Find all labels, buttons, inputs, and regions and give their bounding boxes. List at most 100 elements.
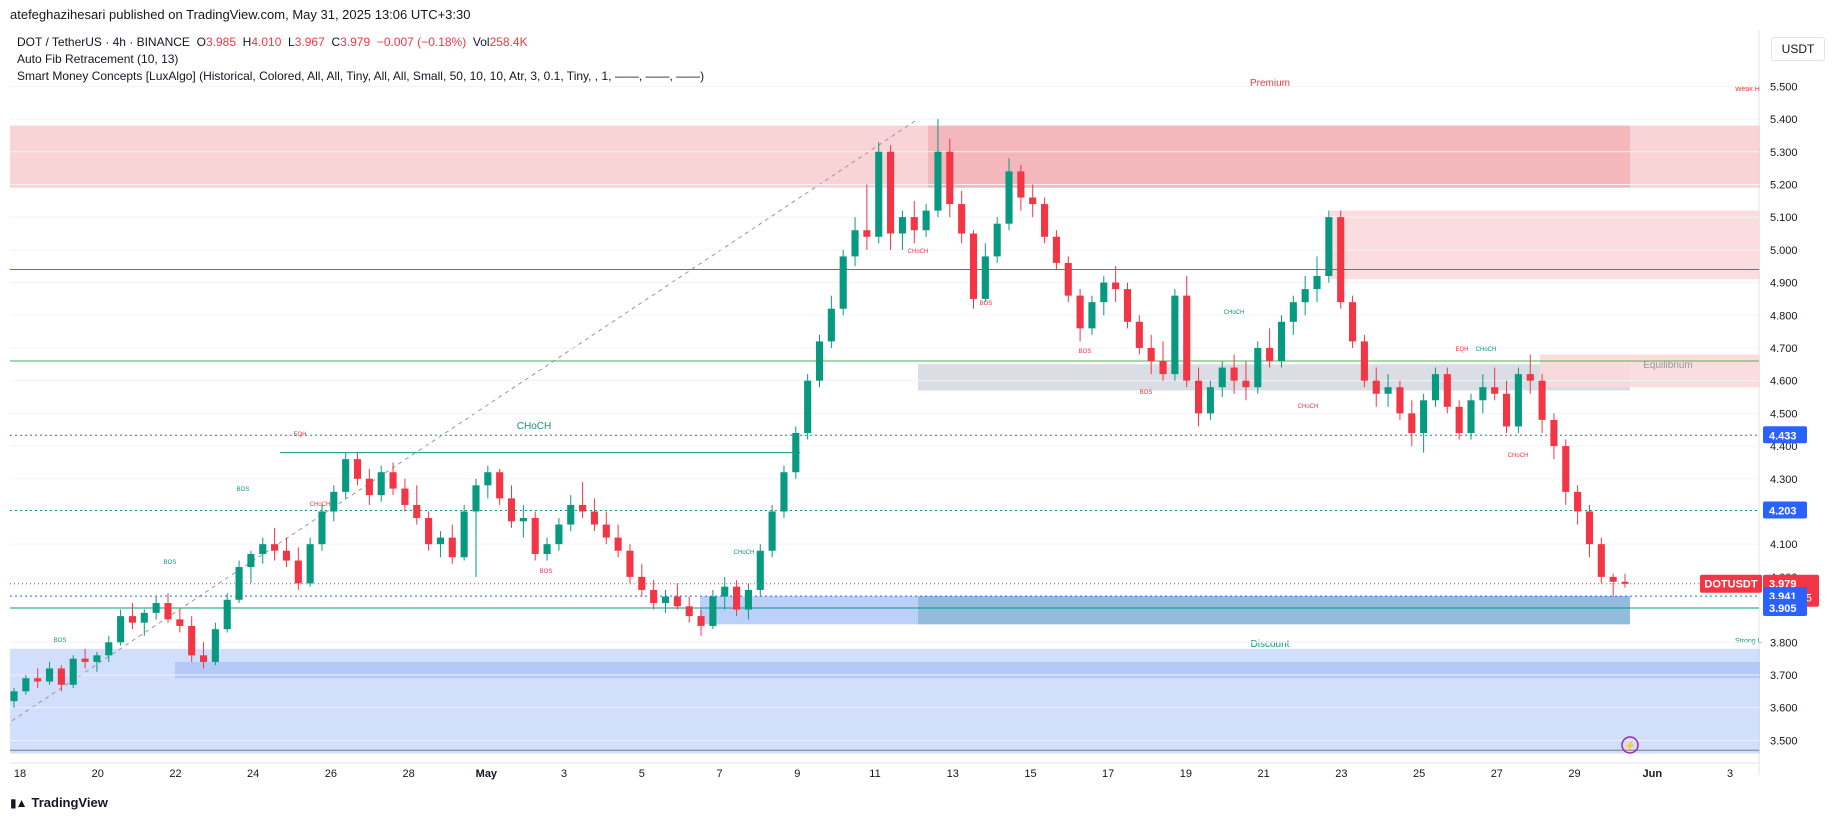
candle [223,593,231,633]
candle [1538,374,1546,433]
candle-body [353,459,362,479]
candle [1384,374,1392,407]
candle-body [271,544,279,551]
candle-body [969,233,978,299]
candle [22,674,30,695]
candle [105,635,113,662]
candle [176,609,184,633]
candle [330,485,338,522]
candle-body [1147,347,1155,362]
volume-label: Vol [472,35,490,49]
candle-body [211,629,219,662]
price-level-label: 3.905 [1769,603,1797,615]
y-tick-label: 5.000 [1770,245,1798,257]
y-tick-label: 3.500 [1770,735,1798,747]
candle-body [1562,446,1570,492]
candle [981,243,989,303]
candle-body [1041,204,1049,237]
candle-body [496,472,504,499]
candle [57,665,65,692]
candle [401,478,409,512]
ohlc-high-label: H [242,35,252,49]
candle [1313,256,1321,303]
structure-label: CHoCH [908,249,929,255]
candle [898,210,906,250]
candle-body [117,616,125,643]
candle-body [733,586,741,610]
x-tick-label: 23 [1335,768,1347,780]
symbol-price-tag-label: DOTUSDT [1704,579,1757,591]
candle-body [81,658,89,662]
candle [650,580,658,610]
candle [567,495,575,532]
candle [1017,164,1025,211]
tradingview-logo-icon: ▮▲ [10,795,28,810]
candle [685,596,693,623]
candle-body [1491,387,1499,394]
candle-body [1076,295,1084,329]
tradingview-brand: TradingView [31,795,108,810]
candle-body [898,217,906,234]
candle [815,334,824,388]
currency-selector[interactable]: USDT [1771,37,1825,61]
candle-body [425,518,433,545]
candle [519,504,527,538]
candle-body [768,511,776,551]
candle-body [1064,262,1072,296]
candle-body [626,550,634,577]
candle [413,485,421,525]
candle-body [934,151,942,211]
x-tick-label: 7 [716,768,722,780]
candle [1041,197,1049,244]
candle-body [448,537,456,558]
x-tick-label: 18 [14,768,26,780]
candle [721,576,729,610]
y-tick-label: 4.300 [1770,474,1798,486]
candle [128,603,137,630]
candle [614,524,622,558]
candle-body [93,655,101,662]
weak-high-label: Weak H [1735,86,1760,93]
candle [1325,210,1333,283]
x-tick-label: 24 [247,768,259,780]
y-tick-label: 4.500 [1770,408,1798,420]
candle-body [10,691,18,702]
candle-body [1017,171,1025,198]
y-tick-label: 3.700 [1770,670,1798,682]
candle [34,668,42,689]
candle-body [1088,302,1096,329]
candle-body [484,472,492,486]
candle-body [1218,367,1226,388]
candle [1396,380,1404,420]
candle-body [804,380,812,433]
y-tick-label: 5.300 [1770,147,1798,159]
candle-body [1112,282,1120,290]
candle [1218,361,1226,398]
y-tick-label: 4.600 [1770,376,1798,388]
tradingview-logo[interactable]: ▮▲ TradingView [10,795,108,810]
candle [140,609,148,636]
candle-body [863,230,871,237]
candle [922,204,930,237]
ohlc-low-label: L [288,35,295,49]
candle-body [1538,380,1546,420]
candle-body [1301,289,1309,303]
candle-body [792,432,800,473]
candle [531,511,539,561]
candle [472,478,480,577]
symbol-title[interactable]: DOT / TetherUS · 4h · BINANCE [17,35,190,49]
x-tick-label: 9 [794,768,800,780]
structure-label: CHoCH [1476,347,1497,353]
candle-body [472,485,480,512]
candle-body [1289,302,1297,322]
candle [733,580,741,617]
candle [863,184,871,250]
candle-body [1183,295,1191,381]
x-tick-label: 5 [639,768,645,780]
indicator-smc-row[interactable]: Smart Money Concepts [LuxAlgo] (Historic… [17,69,705,83]
candle-body [389,472,397,489]
candle [1135,315,1143,355]
candle [1574,485,1582,525]
indicator-fib-row[interactable]: Auto Fib Retracement (10, 13) [17,52,179,66]
